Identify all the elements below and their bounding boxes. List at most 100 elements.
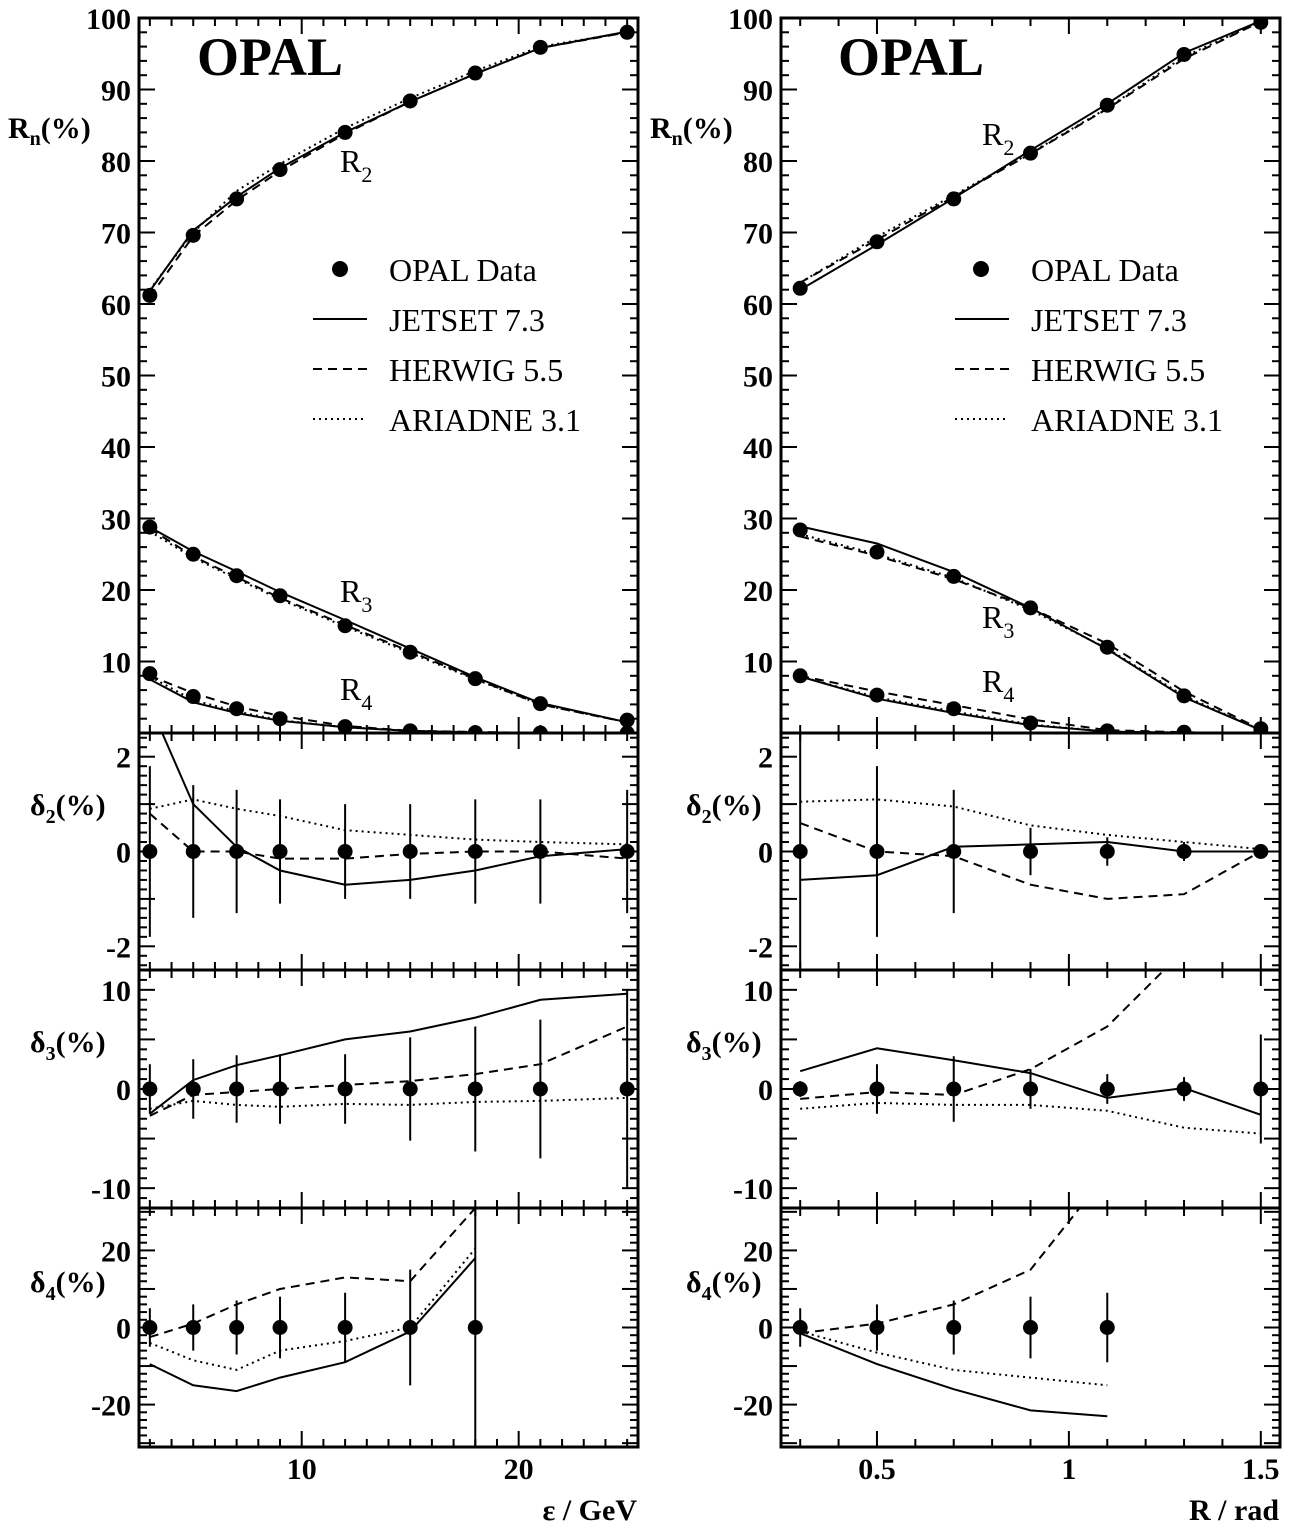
left-top-y-tick-label: 60 bbox=[101, 289, 131, 322]
right-delta3-line-jetset-7-3 bbox=[799, 1047, 1262, 1116]
right-delta3-data-point-opal-data bbox=[1253, 1081, 1269, 1097]
right-top-data-point-opal-data-r4 bbox=[1176, 724, 1192, 733]
right-delta3-line-herwig-5-5 bbox=[800, 970, 1166, 1100]
left-delta3-series-group bbox=[142, 989, 635, 1189]
right-top-data-point-opal-data-r2 bbox=[1253, 18, 1269, 30]
right-legend-ariadne: ARIADNE 3.1 bbox=[1031, 402, 1223, 438]
left-delta4-data-point-opal-data bbox=[185, 1320, 201, 1335]
right-delta4-label: δ4(%) bbox=[686, 1266, 762, 1305]
left-delta4-frame bbox=[137, 1206, 640, 1449]
left-y-axis-title-sub: n bbox=[30, 128, 41, 150]
left-delta2-line-jetset-7-3 bbox=[161, 733, 628, 886]
right-delta3-data-point-opal-data bbox=[1023, 1081, 1038, 1097]
right-top-data-point-opal-data-r3 bbox=[946, 568, 962, 584]
right-top-y-tick-label: 30 bbox=[743, 504, 773, 537]
right-top-line-ariadne-3-1-r3 bbox=[799, 533, 1262, 732]
left-delta2-label: δ2(%) bbox=[30, 789, 106, 828]
left-top-y-tick-label: 30 bbox=[101, 504, 131, 537]
right-delta4-y-tick-label: 20 bbox=[743, 1235, 773, 1268]
right-top-y-tick-label: 40 bbox=[743, 432, 773, 465]
right-top-plot: 10 20 30 40 50 60 70 80 90 100 bbox=[728, 3, 1282, 735]
left-delta3-data-point-opal-data bbox=[532, 1081, 548, 1097]
right-delta3-data-point-opal-data bbox=[869, 1081, 885, 1097]
left-delta2-y-tick-label: 2 bbox=[116, 742, 131, 775]
right-delta4-data-point-opal-data bbox=[1023, 1320, 1038, 1335]
left-top-line-jetset-7-3-r3 bbox=[149, 526, 628, 724]
left-delta4-line-jetset-7-3 bbox=[149, 1257, 477, 1393]
right-delta4-data-point-opal-data bbox=[792, 1320, 808, 1335]
left-delta3-data-point-opal-data bbox=[142, 1081, 158, 1097]
left-delta4-x-tick-label: 10 bbox=[287, 1453, 317, 1486]
right-y-axis-title: Rn(%) bbox=[650, 112, 733, 150]
left-delta4-data-point-opal-data bbox=[142, 1320, 158, 1335]
right-delta4-line-herwig-5-5 bbox=[800, 1208, 1081, 1335]
right-delta3-series-group bbox=[792, 970, 1269, 1144]
left-delta3-line-herwig-5-5 bbox=[149, 1025, 628, 1117]
left-delta3-frame bbox=[137, 968, 640, 1210]
right-legend: OPAL Data JETSET 7.3 HERWIG 5.5 ARIADNE … bbox=[955, 252, 1223, 438]
right-opal-brand: OPAL bbox=[838, 27, 984, 87]
right-top-y-tick-label: 70 bbox=[743, 218, 773, 251]
left-delta2-data-point-opal-data bbox=[272, 844, 288, 859]
right-top-data-point-opal-data-r3 bbox=[1176, 688, 1192, 704]
left-delta4-y-tick-label: 0 bbox=[116, 1313, 131, 1346]
left-delta4-data-point-opal-data bbox=[272, 1320, 288, 1335]
left-delta2-data-point-opal-data bbox=[402, 844, 418, 859]
left-r4-label: R4 bbox=[340, 671, 372, 715]
left-delta2-y-tick-label: 0 bbox=[116, 837, 131, 870]
left-delta2-data-point-opal-data bbox=[337, 844, 353, 859]
right-top-data-point-opal-data-r3 bbox=[792, 522, 808, 538]
left-top-line-herwig-5-5-r2 bbox=[148, 31, 628, 298]
left-top-line-herwig-5-5-r3 bbox=[149, 527, 628, 724]
right-delta2-data-point-opal-data bbox=[792, 844, 808, 859]
right-top-y-tick-label: 80 bbox=[743, 146, 773, 179]
right-top-series-group bbox=[792, 18, 1269, 733]
right-legend-jetset: JETSET 7.3 bbox=[1031, 302, 1187, 338]
right-r4-label: R4 bbox=[982, 663, 1014, 707]
left-delta4-y-tick-label: -20 bbox=[91, 1390, 131, 1423]
left-delta4-data-point-opal-data bbox=[229, 1320, 245, 1335]
right-delta2-data-point-opal-data bbox=[1253, 844, 1269, 859]
right-delta3-y-tick-label: 10 bbox=[743, 975, 773, 1008]
right-top-line-herwig-5-5-r3 bbox=[799, 535, 1262, 731]
right-delta4-data-point-opal-data bbox=[946, 1320, 962, 1335]
right-top-y-tick-label: 20 bbox=[743, 575, 773, 608]
left-top-line-ariadne-3-1-r3 bbox=[149, 530, 628, 724]
left-top-y-tick-label: 20 bbox=[101, 575, 131, 608]
left-top-y-tick-label: 70 bbox=[101, 218, 131, 251]
right-top-line-ariadne-3-1-r4 bbox=[799, 675, 1261, 733]
left-delta4-line-ariadne-3-1 bbox=[149, 1247, 477, 1371]
left-delta2-line-herwig-5-5 bbox=[149, 812, 628, 860]
left-delta2-data-point-opal-data bbox=[619, 844, 635, 859]
right-delta4-series-group bbox=[792, 1208, 1115, 1418]
right-top-y-tick-label: 90 bbox=[743, 75, 773, 108]
right-delta4-x-tick-label: 1.5 bbox=[1242, 1453, 1280, 1486]
right-delta2-series-group bbox=[792, 733, 1269, 970]
right-delta2-y-tick-label: 2 bbox=[758, 742, 773, 775]
right-y-axis-title-sub: n bbox=[672, 128, 683, 150]
right-delta3-data-point-opal-data bbox=[1099, 1081, 1115, 1097]
left-legend-data: OPAL Data bbox=[389, 252, 537, 288]
right-x-axis-title: R / rad bbox=[1189, 1494, 1279, 1527]
right-delta4-data-point-opal-data bbox=[1099, 1320, 1115, 1335]
right-y-axis-title-main: R bbox=[650, 112, 672, 145]
left-delta2-y-tick-label: -2 bbox=[106, 931, 131, 964]
right-r2-label: R2 bbox=[982, 116, 1014, 160]
right-top-line-herwig-5-5-r4 bbox=[799, 674, 1261, 733]
left-top-y-tick-label: 50 bbox=[101, 361, 131, 394]
left-y-axis-title: Rn(%) bbox=[8, 112, 91, 150]
left-top-y-tick-label: 10 bbox=[101, 647, 131, 680]
right-legend-herwig: HERWIG 5.5 bbox=[1031, 352, 1205, 388]
left-legend: OPAL Data JETSET 7.3 HERWIG 5.5 ARIADNE … bbox=[313, 252, 581, 438]
right-y-axis-title-suffix: (%) bbox=[683, 112, 733, 145]
left-delta4-y-tick-label: 20 bbox=[101, 1235, 131, 1268]
right-legend-data: OPAL Data bbox=[1031, 252, 1179, 288]
right-figure-column: OPAL Rn(%) R / rad R2 R3 R4 OPAL Data JE… bbox=[650, 27, 1279, 1527]
left-delta3-y-tick-label: 10 bbox=[101, 975, 131, 1008]
left-legend-jetset: JETSET 7.3 bbox=[389, 302, 545, 338]
right-delta4-x-tick-label: 1 bbox=[1061, 1453, 1076, 1486]
left-top-y-tick-label: 80 bbox=[101, 146, 131, 179]
left-legend-herwig: HERWIG 5.5 bbox=[389, 352, 563, 388]
right-r3-label: R3 bbox=[982, 599, 1014, 643]
left-delta3-label: δ3(%) bbox=[30, 1026, 106, 1065]
